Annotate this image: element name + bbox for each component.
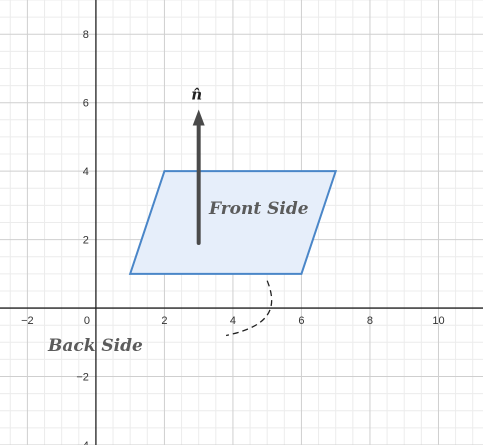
y-tick-label: −2 <box>76 372 89 384</box>
front-side-label: Front Side <box>208 199 309 219</box>
parallelogram-surface <box>130 171 336 274</box>
y-tick-label: −4 <box>76 440 89 445</box>
normal-label: n̂ <box>191 86 202 104</box>
y-tick-label: 2 <box>83 235 89 247</box>
y-tick-label: 8 <box>83 29 89 41</box>
x-tick-label: 4 <box>230 315 236 327</box>
x-tick-label: −2 <box>21 315 34 327</box>
normal-vector-arrowhead <box>193 110 205 126</box>
back-side-label: Back Side <box>47 336 143 356</box>
x-tick-label: 2 <box>161 315 167 327</box>
x-tick-label: 0 <box>84 315 90 327</box>
x-tick-label: 8 <box>367 315 373 327</box>
y-tick-label: 4 <box>83 166 89 178</box>
x-tick-label: 6 <box>298 315 304 327</box>
y-tick-labels: 8 6 4 2 −2 −4 <box>76 29 89 445</box>
y-tick-label: 6 <box>83 98 89 110</box>
x-tick-label: 10 <box>432 315 444 327</box>
